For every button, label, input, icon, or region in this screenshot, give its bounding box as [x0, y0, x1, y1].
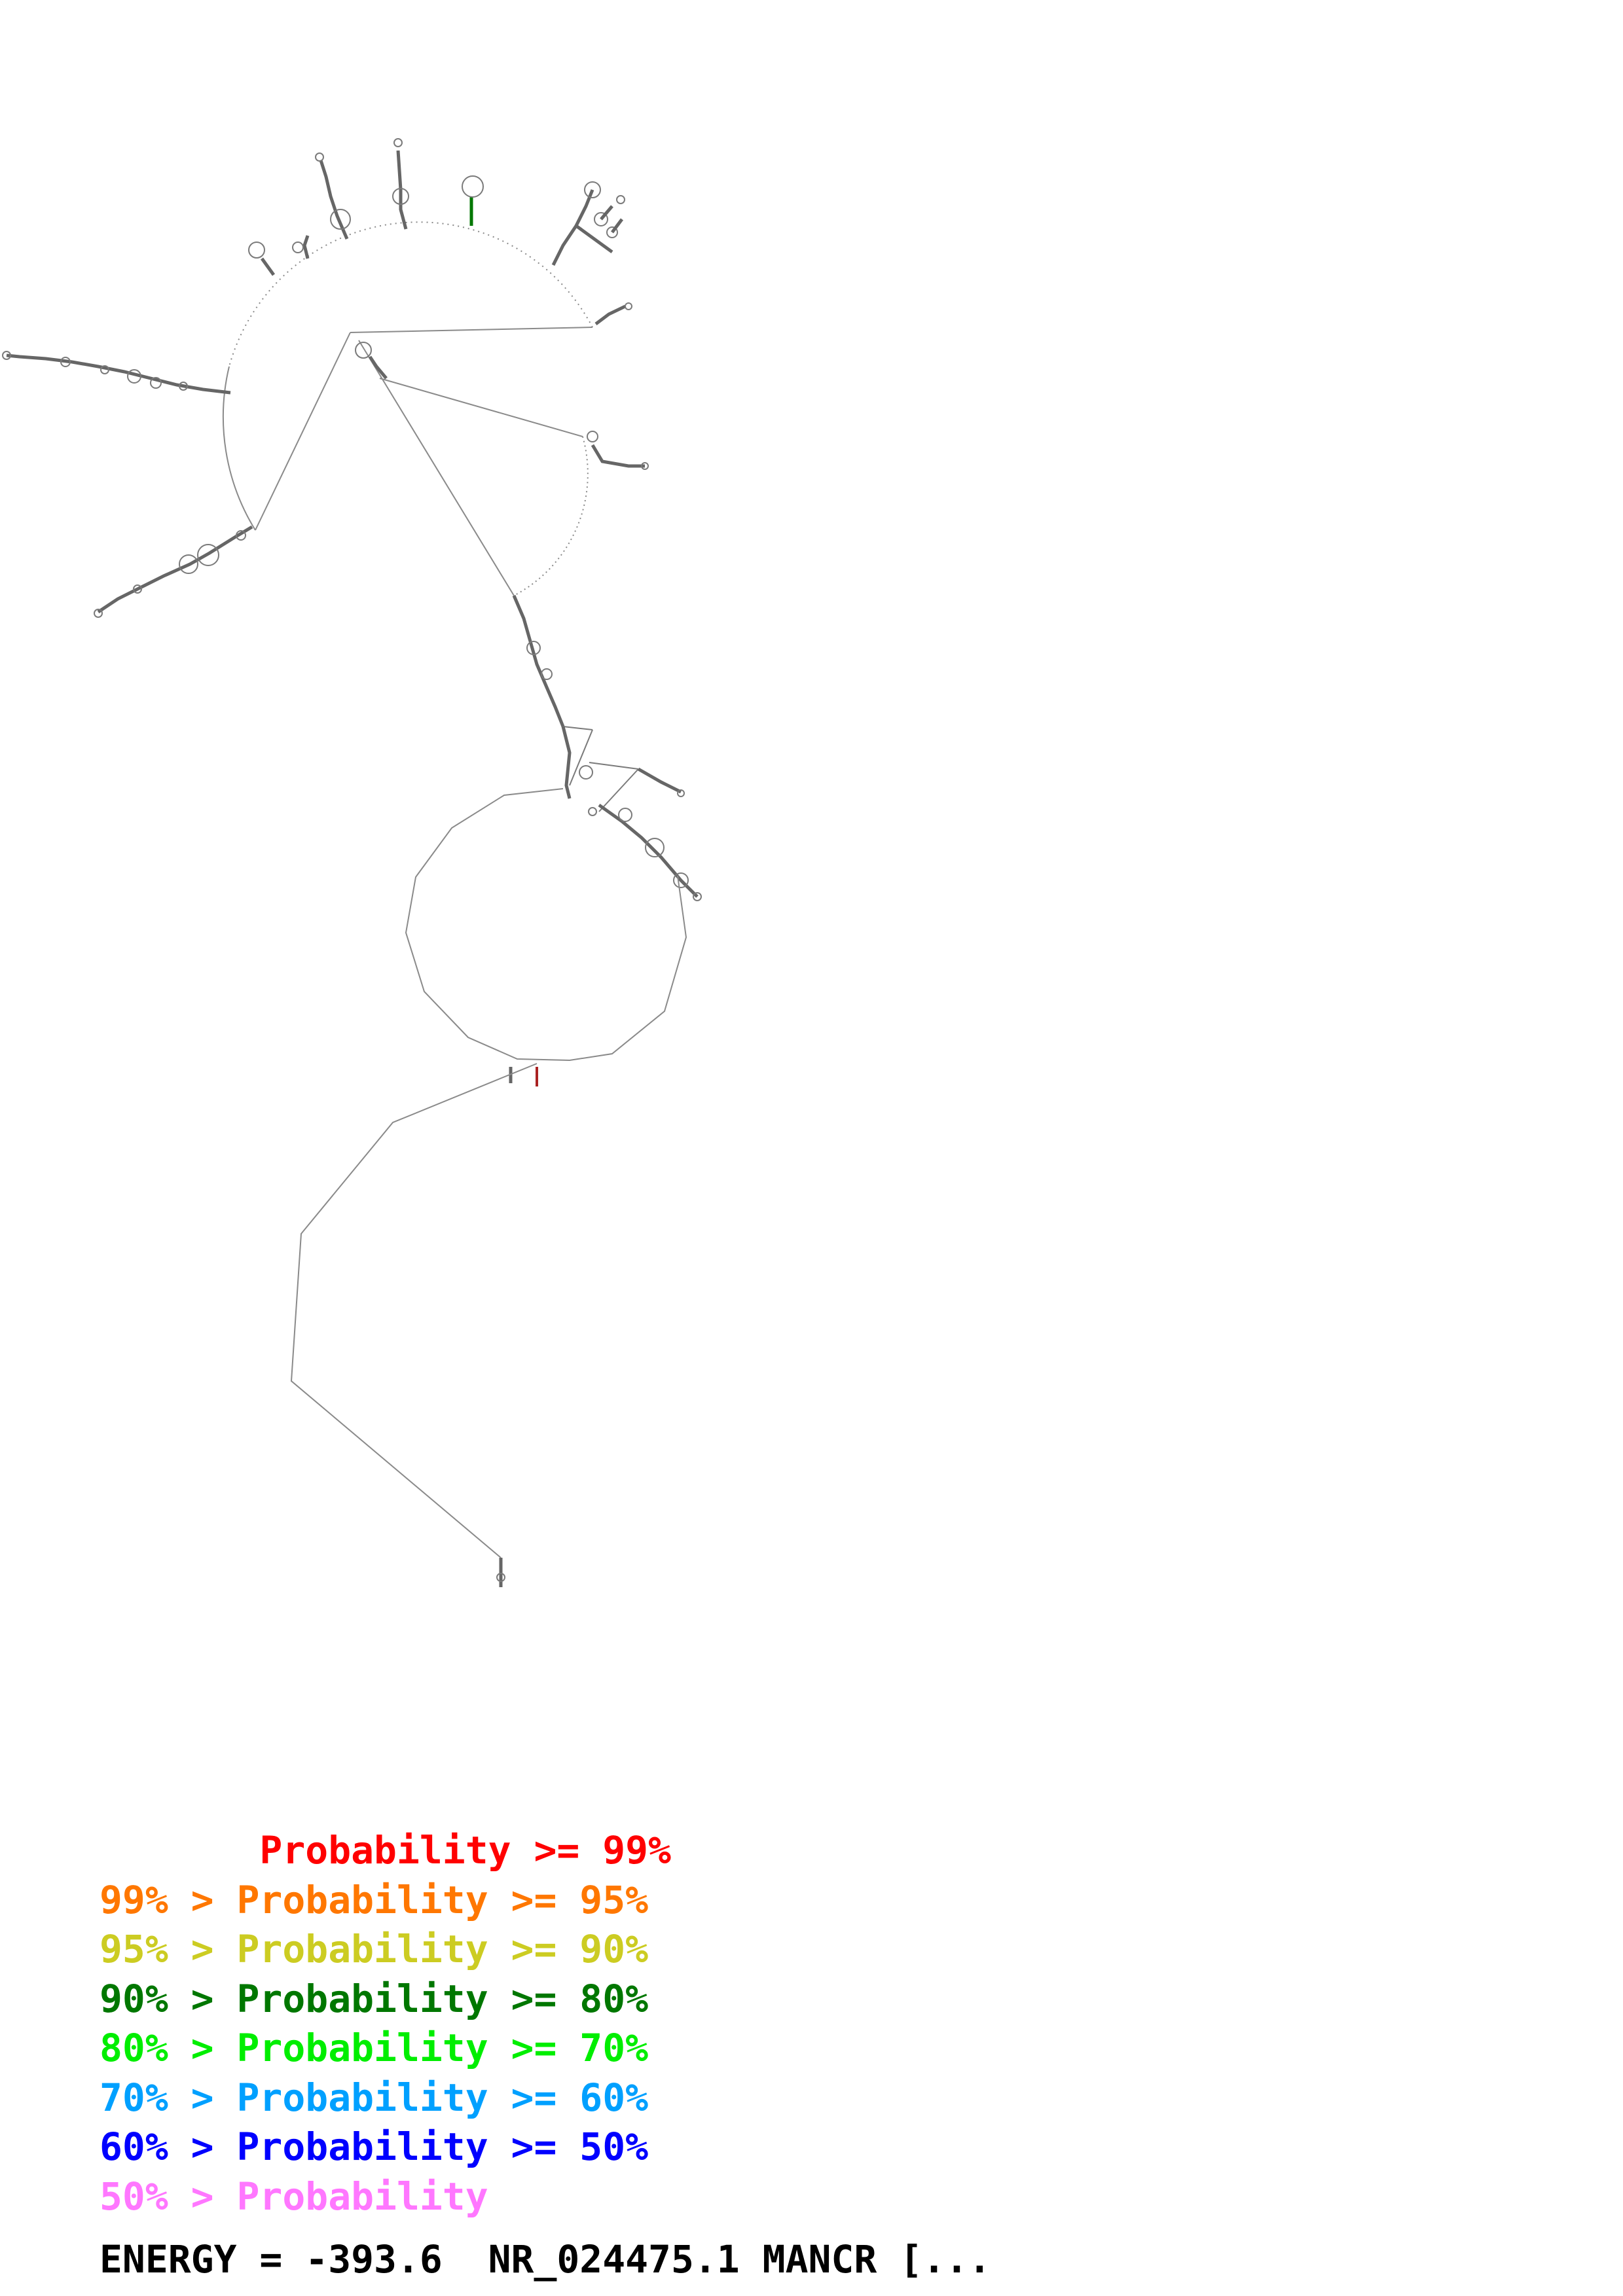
tail-strand — [290, 1063, 538, 1587]
lower-left-arm — [94, 525, 253, 618]
legend-row: Probability >= 99% — [100, 1828, 671, 1873]
left-arm — [2, 351, 231, 395]
right-multiloop — [358, 340, 589, 596]
legend-row: 90% > Probability >= 80% — [100, 1976, 649, 2021]
legend-row: 99% > Probability >= 95% — [100, 1877, 649, 1922]
top-hairpins — [248, 138, 632, 325]
middle-stem — [355, 342, 702, 901]
legend-row: 95% > Probability >= 90% — [100, 1927, 649, 1971]
lower-polygon-loop — [405, 788, 687, 1086]
legend-row: 50% > Probability — [100, 2174, 488, 2219]
legend-row: 80% > Probability >= 70% — [100, 2026, 649, 2070]
legend-row: 60% > Probability >= 50% — [100, 2125, 649, 2169]
energy-footer: ENERGY = -393.6 NR_024475.1 MANCR [... — [100, 2237, 991, 2282]
rna-structure-diagram — [2, 138, 702, 1587]
upper-multiloop — [222, 221, 593, 531]
legend-row: 70% > Probability >= 60% — [100, 2075, 649, 2120]
probability-legend: Probability >= 99% 99% > Probability >= … — [100, 1826, 754, 2221]
